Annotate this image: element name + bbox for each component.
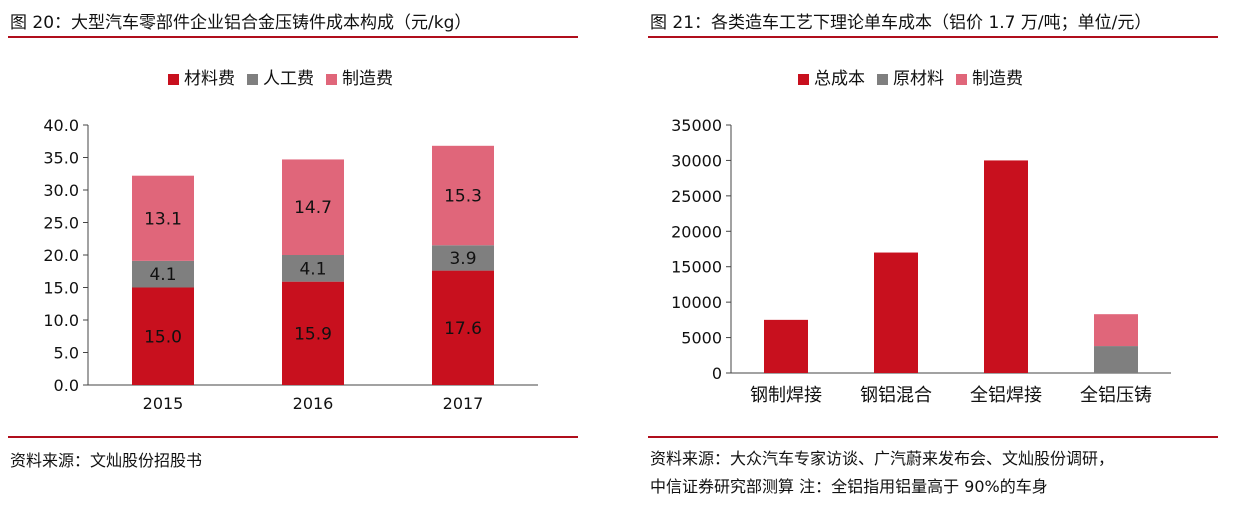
left-data-label-2-2: 15.3 (444, 187, 482, 207)
right-y-tick-label-3: 15000 (671, 258, 722, 277)
left-y-tick-label-0: 0.0 (54, 376, 79, 395)
right-y-tick-label-4: 20000 (671, 222, 722, 241)
left-data-label-1-1: 4.1 (299, 259, 326, 279)
left-bar-2-2 (432, 145, 494, 246)
left-bar-1-2 (432, 245, 494, 271)
right-y-tick-label-1: 5000 (681, 329, 722, 348)
right-y-tick-label-2: 10000 (671, 293, 722, 312)
left-category-label-1: 2016 (293, 394, 334, 413)
right-legend-swatch-1 (877, 74, 888, 85)
right-figure-title: 图 21：各类造车工艺下理论单车成本（铝价 1.7 万/吨；单位/元） (650, 13, 1152, 33)
left-y-tick-label-5: 25.0 (43, 214, 79, 233)
right-source-line-2: 中信证券研究部测算 注：全铝指用铝量高于 90%的车身 (650, 477, 1048, 496)
left-data-label-0-1: 15.9 (294, 324, 332, 344)
right-legend-label-0: 总成本 (814, 69, 865, 89)
left-data-label-2-0: 13.1 (144, 209, 182, 229)
left-y-tick-label-4: 20.0 (43, 246, 79, 265)
left-y-tick-label-7: 35.0 (43, 149, 79, 168)
left-y-tick-label-8: 40.0 (43, 116, 79, 135)
right-legend-label-1: 原材料 (893, 69, 944, 89)
left-legend-swatch-2 (326, 74, 337, 85)
left-legend-swatch-0 (168, 74, 179, 85)
right-bar-1-3 (1094, 346, 1138, 373)
right-y-tick-label-0: 0 (712, 364, 722, 383)
left-data-label-0-0: 15.0 (144, 327, 182, 347)
right-title-rule (648, 36, 1218, 38)
right-source-line-1: 资料来源：大众汽车专家访谈、广汽蔚来发布会、文灿股份调研， (650, 449, 1115, 468)
right-category-label-3: 全铝压铸 (1080, 385, 1152, 406)
left-y-tick-label-2: 10.0 (43, 311, 79, 330)
right-figure-panel: 图 21：各类造车工艺下理论单车成本（铝价 1.7 万/吨；单位/元） 总成本 原… (640, 0, 1218, 507)
right-y-tick-label-6: 30000 (671, 151, 722, 170)
left-bar-0-2 (432, 270, 494, 385)
right-bar-0-2 (984, 160, 1028, 373)
left-data-label-1-0: 4.1 (149, 265, 176, 285)
left-legend-swatch-1 (247, 74, 258, 85)
right-legend-label-2: 制造费 (972, 69, 1023, 89)
left-bar-0-1 (282, 281, 344, 385)
right-category-label-1: 钢铝混合 (860, 385, 932, 406)
left-y-tick-label-6: 30.0 (43, 181, 79, 200)
left-source-text: 资料来源：文灿股份招股书 (10, 451, 203, 470)
left-bar-2-0 (132, 175, 194, 261)
left-bar-2-1 (282, 159, 344, 255)
left-category-label-2: 2017 (443, 394, 484, 413)
right-bar-chart: 总成本 原材料 制造费 0 5000 10000 15000 20000 25000 30000 3… (671, 69, 1171, 406)
left-bar-1-0 (132, 260, 194, 288)
left-stacked-bar-chart: 材料费 人工费 制造费 0.0 5.0 10.0 15.0 20.0 25.0 30.0 35.0 4… (43, 69, 538, 413)
left-legend-label-1: 人工费 (263, 69, 314, 89)
left-legend-label-0: 材料费 (184, 69, 235, 89)
left-bar-0-0 (132, 287, 194, 385)
left-data-label-2-1: 14.7 (294, 198, 332, 218)
left-legend-label-2: 制造费 (342, 69, 393, 89)
left-figure-title: 图 20：大型汽车零部件企业铝合金压铸件成本构成（元/kg） (10, 13, 472, 33)
left-y-tick-label-3: 15.0 (43, 279, 79, 298)
left-figure-panel: 图 20：大型汽车零部件企业铝合金压铸件成本构成（元/kg） 材料费 人工费 制造费… (0, 0, 585, 507)
right-bar-0-0 (764, 319, 808, 373)
right-bar-0-1 (874, 252, 918, 373)
right-source-rule (648, 436, 1218, 438)
left-data-label-0-2: 17.6 (444, 319, 482, 339)
left-title-rule (8, 36, 578, 38)
right-category-label-0: 钢制焊接 (750, 385, 822, 406)
left-y-tick-label-1: 5.0 (54, 344, 79, 363)
left-source-rule (8, 436, 578, 438)
left-category-label-0: 2015 (143, 394, 184, 413)
right-bar-2-3 (1094, 314, 1138, 347)
left-data-label-1-2: 3.9 (449, 249, 476, 269)
left-bar-1-1 (282, 255, 344, 282)
right-category-label-2: 全铝焊接 (970, 385, 1042, 406)
right-legend-swatch-2 (956, 74, 967, 85)
right-y-tick-label-5: 25000 (671, 187, 722, 206)
right-y-tick-label-7: 35000 (671, 116, 722, 135)
right-legend-swatch-0 (798, 74, 809, 85)
